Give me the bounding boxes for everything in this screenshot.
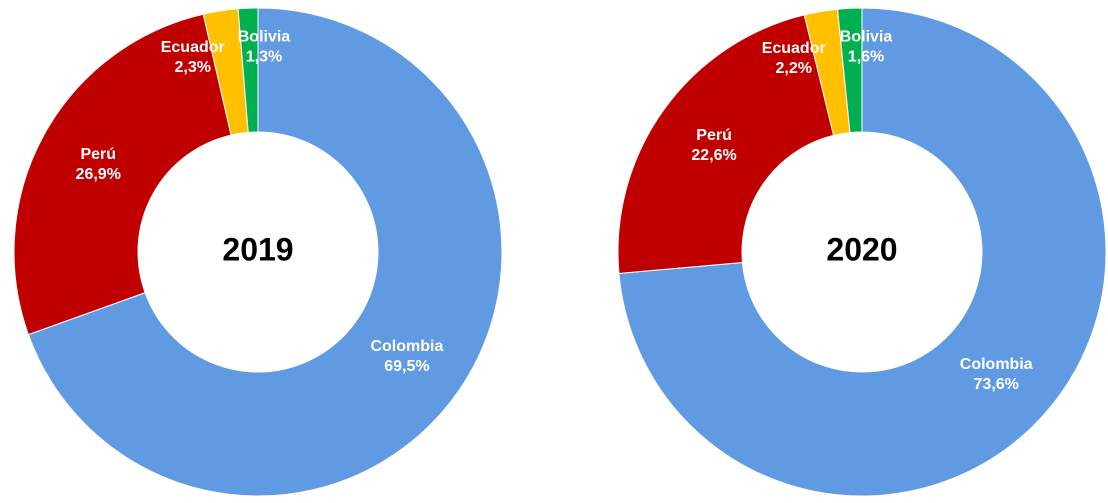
slice [27,7,503,497]
slice-value: 1,6% [848,48,884,65]
slice-label: Ecuador [762,40,826,57]
slice-label: Perú [696,127,732,144]
slice-label: Bolivia [238,28,291,45]
slice-value: 69,5% [384,358,429,375]
slice [13,13,232,336]
slice-label: Ecuador [161,39,225,56]
chart-title: 2019 [222,231,293,267]
slice [237,7,259,133]
slice-value: 2,2% [775,60,811,77]
slice-label: Colombia [960,356,1033,373]
slice-value: 22,6% [691,147,736,164]
slice-label: Bolivia [840,28,893,45]
slice [618,7,1107,497]
slice-value: 2,3% [175,59,211,76]
slice-value: 1,3% [246,48,282,65]
slice-value: 26,9% [76,166,121,183]
slice [836,7,863,134]
slice-value: 73,6% [974,376,1019,393]
chart-title: 2020 [826,231,897,267]
slice-label: Colombia [370,338,443,355]
slice [617,14,835,274]
slice-label: Perú [80,146,116,163]
